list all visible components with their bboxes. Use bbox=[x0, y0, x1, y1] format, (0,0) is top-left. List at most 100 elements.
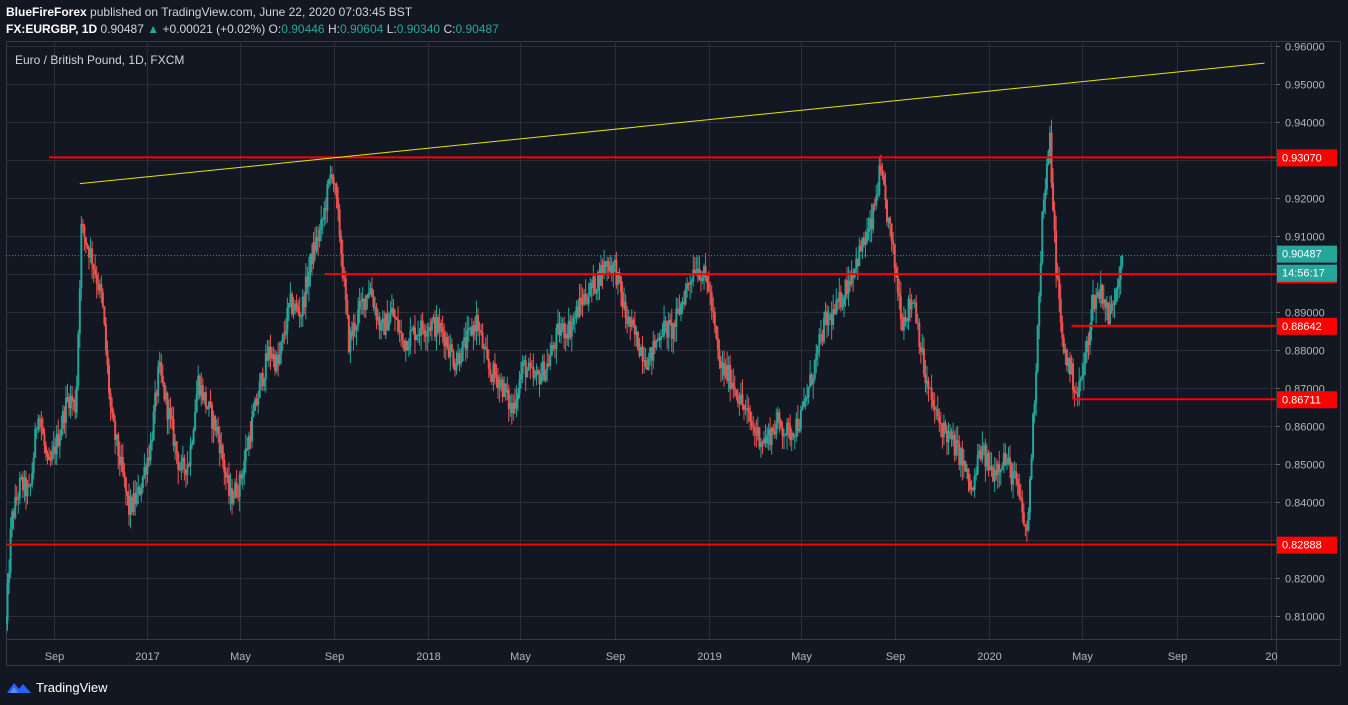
candle-body bbox=[1007, 457, 1010, 464]
candle-body bbox=[263, 379, 266, 386]
candle-body bbox=[778, 412, 781, 421]
candle-body bbox=[866, 232, 869, 242]
candle-body bbox=[234, 482, 237, 498]
candle-body bbox=[949, 431, 952, 433]
candle-body bbox=[218, 434, 221, 454]
candle-body bbox=[1044, 189, 1047, 200]
candle-body bbox=[200, 385, 203, 397]
candle-body bbox=[635, 331, 638, 335]
candle-body bbox=[552, 345, 555, 348]
candle-body bbox=[713, 312, 716, 326]
chart-frame[interactable]: 0.810000.820000.830000.840000.850000.860… bbox=[6, 41, 1341, 666]
candle-body bbox=[807, 386, 810, 398]
candle-body bbox=[350, 331, 353, 337]
candle-body bbox=[146, 457, 149, 475]
candle-body bbox=[38, 418, 41, 420]
candle-body bbox=[782, 435, 785, 437]
candle-body bbox=[75, 385, 78, 413]
candle-body bbox=[21, 477, 24, 491]
candle-body bbox=[560, 329, 563, 336]
candle-body bbox=[849, 281, 852, 285]
candle-body bbox=[204, 392, 207, 408]
candle-body bbox=[384, 313, 387, 335]
candle-body bbox=[298, 311, 301, 317]
candle-body bbox=[418, 334, 421, 336]
candle-body bbox=[761, 442, 764, 444]
candle-body bbox=[970, 487, 973, 490]
candle-body bbox=[1093, 294, 1096, 309]
candle-body bbox=[34, 428, 37, 458]
candle-body bbox=[135, 492, 138, 504]
candle-body bbox=[1082, 364, 1085, 376]
candle-body bbox=[484, 346, 487, 349]
candle-body bbox=[101, 292, 104, 307]
candle-body bbox=[523, 360, 526, 362]
candle-body bbox=[786, 422, 789, 435]
candle-body bbox=[1078, 381, 1081, 397]
candle-body bbox=[1058, 278, 1061, 299]
candle-body bbox=[743, 405, 746, 410]
candle-body bbox=[370, 288, 373, 298]
trendline-group bbox=[79, 62, 1265, 185]
price-chart[interactable]: 0.810000.820000.830000.840000.850000.860… bbox=[6, 41, 1341, 666]
symbol-label[interactable]: FX:EURGBP, 1D bbox=[6, 22, 98, 36]
candle-body bbox=[829, 314, 832, 317]
candle-body bbox=[707, 283, 710, 292]
level-price-label-text: 0.86711 bbox=[1282, 394, 1321, 406]
candle-body bbox=[1102, 299, 1105, 304]
candle-body bbox=[410, 330, 413, 332]
candle-body bbox=[181, 457, 184, 462]
author-name[interactable]: BlueFireForex bbox=[6, 5, 87, 19]
trendline bbox=[79, 62, 1265, 185]
candle-body bbox=[726, 365, 729, 381]
candle-body bbox=[638, 349, 641, 356]
candle-body bbox=[798, 428, 801, 432]
candle-body bbox=[910, 302, 913, 310]
candle-body bbox=[192, 429, 195, 444]
symbol-line: FX:EURGBP, 1D 0.90487 ▲ +0.00021 (+0.02%… bbox=[6, 21, 499, 38]
candle-body bbox=[695, 271, 698, 274]
candle-body bbox=[501, 379, 504, 397]
footer[interactable]: TradingView bbox=[7, 677, 108, 697]
candle-body bbox=[14, 497, 17, 518]
candle-body bbox=[629, 316, 632, 327]
chart-border bbox=[6, 41, 1341, 666]
candle-body bbox=[52, 446, 55, 452]
candle-body bbox=[444, 337, 447, 346]
candle-body bbox=[1084, 352, 1087, 365]
candle-body bbox=[258, 381, 261, 398]
candle-body bbox=[878, 165, 881, 195]
candle-body bbox=[755, 433, 758, 436]
price-tick-label: 0.91000 bbox=[1285, 232, 1325, 244]
candle-body bbox=[1030, 457, 1033, 479]
candle-body bbox=[1115, 289, 1118, 302]
candle-body bbox=[377, 316, 380, 321]
candle-body bbox=[598, 271, 601, 286]
candle-body bbox=[775, 423, 778, 435]
candle-body bbox=[1107, 302, 1110, 325]
candle-body bbox=[1004, 452, 1007, 464]
candle-body bbox=[592, 276, 595, 288]
candle-body bbox=[115, 434, 118, 440]
chart-title: Euro / British Pound, 1D, FXCM bbox=[15, 53, 184, 67]
candle-body bbox=[672, 323, 675, 339]
candle-body bbox=[892, 240, 895, 245]
candle-body bbox=[1067, 358, 1070, 366]
candle-body bbox=[433, 317, 436, 337]
time-axis[interactable]: Sep 2017 May Sep 2018 May Sep 2019 May Sep 2020 May… bbox=[45, 651, 1278, 663]
last-price-label-text: 0.90487 bbox=[1282, 249, 1322, 261]
candle-body bbox=[306, 276, 309, 288]
candle-body bbox=[55, 433, 58, 455]
candle-body bbox=[1064, 349, 1067, 353]
candle-body bbox=[649, 347, 652, 359]
candle-body bbox=[815, 353, 818, 360]
candle-body bbox=[500, 379, 503, 382]
candle-body bbox=[114, 421, 117, 440]
brand-name: TradingView bbox=[36, 679, 108, 695]
candle-body bbox=[323, 208, 326, 220]
candle-body bbox=[137, 487, 140, 493]
candle-body bbox=[423, 329, 426, 335]
level-lines bbox=[6, 156, 1276, 546]
candle-body bbox=[876, 194, 879, 196]
candle-body bbox=[398, 330, 401, 333]
